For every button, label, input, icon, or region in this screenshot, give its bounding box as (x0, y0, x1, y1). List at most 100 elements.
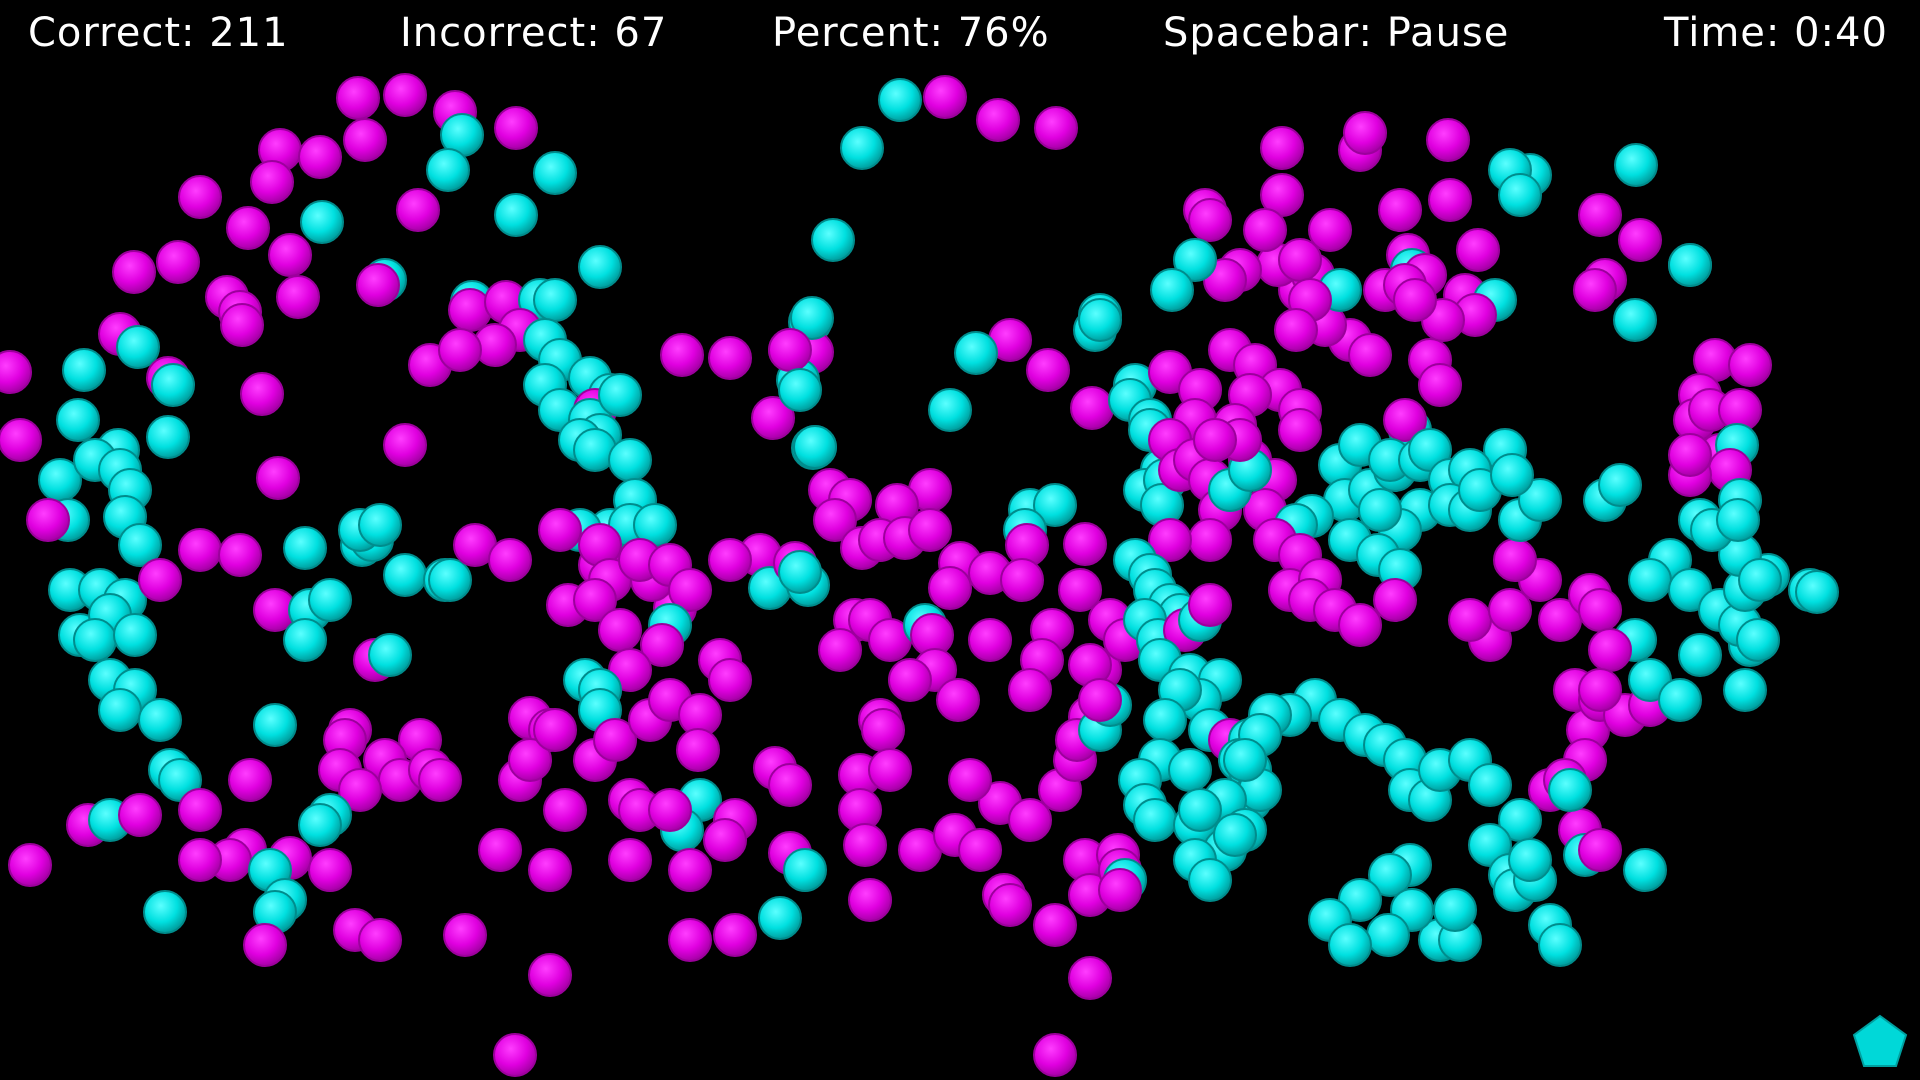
magenta-ball[interactable] (493, 1033, 537, 1077)
magenta-ball[interactable] (1308, 208, 1352, 252)
magenta-ball[interactable] (868, 748, 912, 792)
magenta-ball[interactable] (0, 350, 32, 394)
cyan-ball[interactable] (298, 803, 342, 847)
magenta-ball[interactable] (708, 538, 752, 582)
magenta-ball[interactable] (660, 333, 704, 377)
magenta-ball[interactable] (396, 188, 440, 232)
magenta-ball[interactable] (1418, 363, 1462, 407)
magenta-ball[interactable] (751, 396, 795, 440)
cyan-ball[interactable] (954, 331, 998, 375)
magenta-ball[interactable] (958, 828, 1002, 872)
magenta-ball[interactable] (1243, 208, 1287, 252)
magenta-ball[interactable] (118, 793, 162, 837)
magenta-ball[interactable] (1188, 518, 1232, 562)
cyan-ball[interactable] (151, 363, 195, 407)
magenta-ball[interactable] (1426, 118, 1470, 162)
cyan-ball[interactable] (383, 553, 427, 597)
magenta-ball[interactable] (178, 838, 222, 882)
magenta-ball[interactable] (1588, 628, 1632, 672)
cyan-ball[interactable] (1468, 763, 1512, 807)
magenta-ball[interactable] (676, 728, 720, 772)
cyan-ball[interactable] (1498, 173, 1542, 217)
cyan-ball[interactable] (840, 126, 884, 170)
magenta-ball[interactable] (1493, 538, 1537, 582)
cyan-ball[interactable] (1538, 923, 1582, 967)
magenta-ball[interactable] (418, 758, 462, 802)
cyan-ball[interactable] (778, 368, 822, 412)
cyan-ball[interactable] (1716, 498, 1760, 542)
magenta-ball[interactable] (1063, 522, 1107, 566)
cyan-ball[interactable] (533, 278, 577, 322)
magenta-ball[interactable] (533, 708, 577, 752)
magenta-ball[interactable] (528, 953, 572, 997)
magenta-ball[interactable] (1373, 578, 1417, 622)
cyan-ball[interactable] (1150, 268, 1194, 312)
magenta-ball[interactable] (1278, 238, 1322, 282)
magenta-ball[interactable] (1033, 903, 1077, 947)
cyan-ball[interactable] (113, 613, 157, 657)
cyan-ball[interactable] (1518, 478, 1562, 522)
cyan-ball[interactable] (878, 78, 922, 122)
cyan-ball[interactable] (358, 503, 402, 547)
cyan-ball[interactable] (1033, 483, 1077, 527)
cyan-ball[interactable] (783, 848, 827, 892)
cyan-ball[interactable] (533, 151, 577, 195)
cyan-ball[interactable] (494, 193, 538, 237)
magenta-ball[interactable] (443, 913, 487, 957)
magenta-ball[interactable] (308, 848, 352, 892)
magenta-ball[interactable] (1338, 603, 1382, 647)
cyan-ball[interactable] (1133, 798, 1177, 842)
magenta-ball[interactable] (598, 608, 642, 652)
magenta-ball[interactable] (336, 76, 380, 120)
magenta-ball[interactable] (156, 240, 200, 284)
magenta-ball[interactable] (178, 788, 222, 832)
cyan-ball[interactable] (138, 698, 182, 742)
magenta-ball[interactable] (640, 623, 684, 667)
cyan-ball[interactable] (428, 558, 472, 602)
cyan-ball[interactable] (811, 218, 855, 262)
magenta-ball[interactable] (356, 263, 400, 307)
cyan-ball[interactable] (1614, 143, 1658, 187)
magenta-ball[interactable] (1456, 228, 1500, 272)
cyan-ball[interactable] (1623, 848, 1667, 892)
magenta-ball[interactable] (668, 918, 712, 962)
magenta-ball[interactable] (1488, 588, 1532, 632)
cyan-ball[interactable] (1736, 618, 1780, 662)
magenta-ball[interactable] (703, 818, 747, 862)
cyan-ball[interactable] (1678, 633, 1722, 677)
cyan-ball[interactable] (578, 245, 622, 289)
cyan-ball[interactable] (928, 388, 972, 432)
magenta-ball[interactable] (1618, 218, 1662, 262)
magenta-ball[interactable] (768, 328, 812, 372)
cyan-ball[interactable] (1328, 923, 1372, 967)
magenta-ball[interactable] (1068, 956, 1112, 1000)
magenta-ball[interactable] (1008, 798, 1052, 842)
magenta-ball[interactable] (338, 768, 382, 812)
magenta-ball[interactable] (383, 423, 427, 467)
magenta-ball[interactable] (228, 758, 272, 802)
cyan-ball[interactable] (253, 703, 297, 747)
magenta-ball[interactable] (976, 98, 1020, 142)
magenta-ball[interactable] (1193, 418, 1237, 462)
magenta-ball[interactable] (1078, 678, 1122, 722)
cyan-ball[interactable] (1173, 238, 1217, 282)
cyan-ball[interactable] (1223, 738, 1267, 782)
magenta-ball[interactable] (1098, 868, 1142, 912)
cyan-ball[interactable] (368, 633, 412, 677)
cyan-ball[interactable] (308, 578, 352, 622)
magenta-ball[interactable] (908, 508, 952, 552)
cyan-ball[interactable] (1368, 853, 1412, 897)
cyan-ball[interactable] (1598, 463, 1642, 507)
magenta-ball[interactable] (843, 823, 887, 867)
magenta-ball[interactable] (276, 275, 320, 319)
cyan-ball[interactable] (1548, 768, 1592, 812)
magenta-ball[interactable] (178, 528, 222, 572)
magenta-ball[interactable] (1274, 308, 1318, 352)
magenta-ball[interactable] (1148, 518, 1192, 562)
magenta-ball[interactable] (1578, 193, 1622, 237)
magenta-ball[interactable] (668, 568, 712, 612)
magenta-ball[interactable] (1578, 588, 1622, 632)
magenta-ball[interactable] (528, 848, 572, 892)
